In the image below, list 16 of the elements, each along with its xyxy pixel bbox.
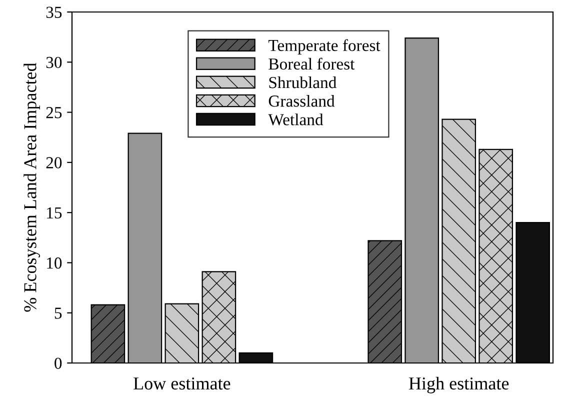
y-tick-label: 5 [54, 308, 62, 319]
legend-label: Temperate forest [268, 39, 380, 54]
x-tick-label: High estimate [408, 376, 509, 394]
y-tick-label: 35 [46, 6, 62, 18]
legend-label: Shrubland [269, 76, 336, 88]
legend-label: Wetland [268, 114, 324, 126]
y-axis-title: % Ecosystem Land Area Impacted [24, 62, 40, 312]
y-tick-label: 30 [46, 56, 62, 68]
y-tick-label: 20 [46, 157, 62, 168]
y-tick-label: 15 [47, 207, 62, 219]
legend-label: Grassland [268, 95, 335, 107]
y-tick-label: 25 [46, 107, 62, 118]
y-tick-label: 10 [47, 257, 62, 269]
x-tick-label: Low estimate [134, 377, 230, 390]
legend-label: Boreal forest [268, 58, 355, 70]
y-tick-label: 0 [54, 358, 62, 369]
